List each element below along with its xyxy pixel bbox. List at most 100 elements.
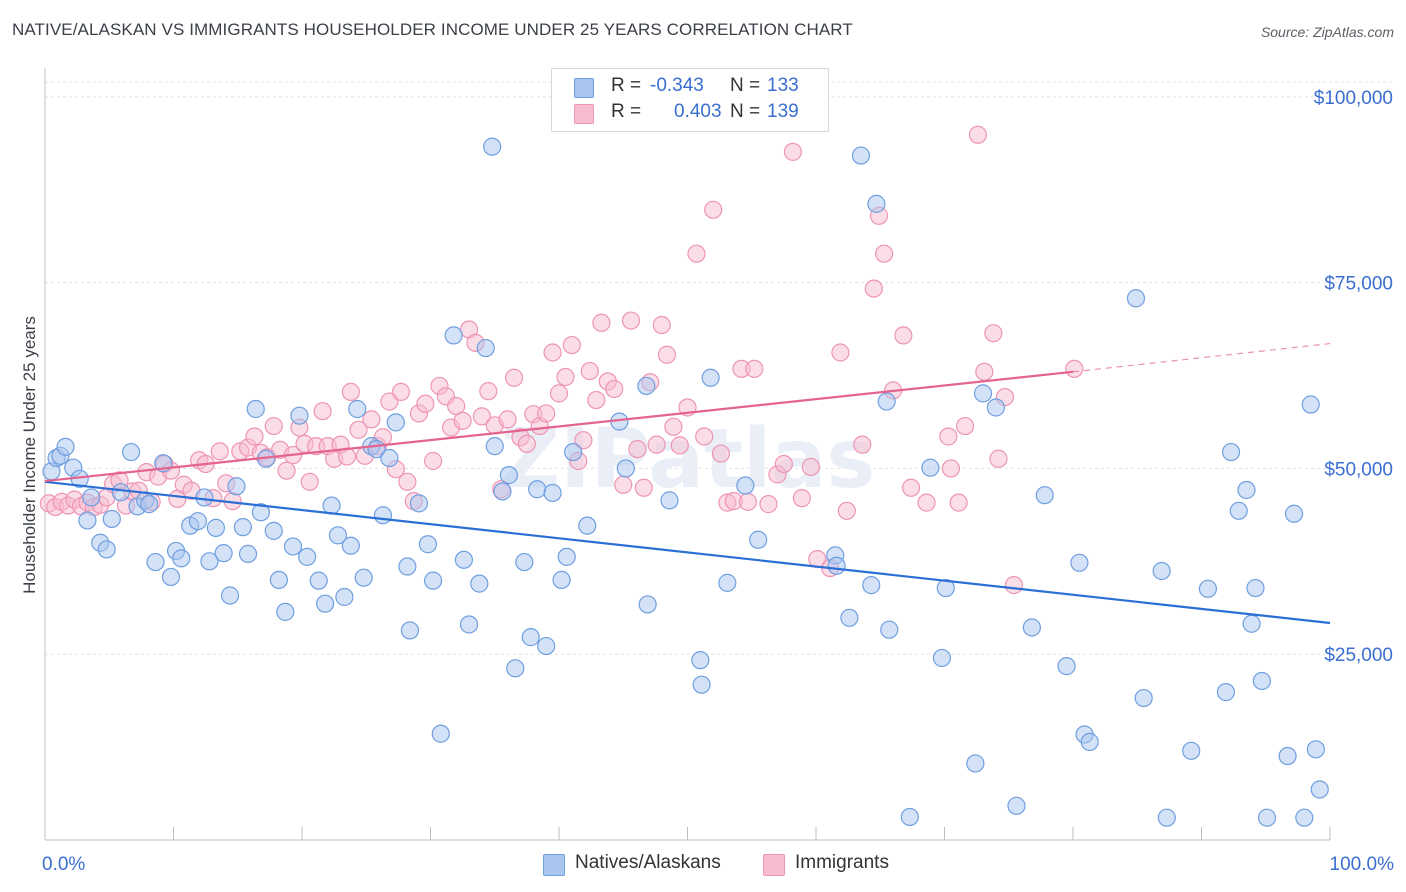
immigrants-point xyxy=(652,315,671,335)
natives-n-value: 133 xyxy=(767,75,799,96)
immigrants-r-value: 0.403 xyxy=(674,101,722,122)
natives-point xyxy=(290,406,309,425)
natives-point xyxy=(1157,808,1176,827)
immigrants-point xyxy=(774,454,793,474)
natives-point xyxy=(515,552,534,572)
trend-lines xyxy=(44,342,1331,625)
legend-n-label: N = xyxy=(730,75,761,96)
x-tick-label-max: 100.0% xyxy=(1330,854,1395,875)
immigrants-point xyxy=(875,244,894,263)
immigrants-trend-extension xyxy=(1072,342,1331,373)
natives-point xyxy=(1182,741,1201,760)
immigrants-point xyxy=(479,382,498,401)
immigrants-point xyxy=(695,427,714,446)
chart-title: NATIVE/ALASKAN VS IMMIGRANTS HOUSEHOLDER… xyxy=(12,20,853,39)
natives-point xyxy=(506,659,525,678)
natives-point xyxy=(264,521,283,540)
natives-point xyxy=(867,194,886,213)
immigrants-point xyxy=(605,379,624,399)
immigrants-point xyxy=(245,427,264,446)
natives-point xyxy=(188,512,208,531)
x-tick-label-min: 0.0% xyxy=(42,854,85,875)
natives-r-value: -0.343 xyxy=(650,75,704,96)
legend-r-label: R = xyxy=(611,75,642,96)
natives-point xyxy=(851,146,871,165)
natives-point xyxy=(537,636,556,656)
immigrants-point xyxy=(968,125,988,144)
immigrants-point xyxy=(587,390,606,410)
natives-point xyxy=(827,556,846,575)
natives-legend-label: Natives/Alaskans xyxy=(575,852,721,873)
natives-point xyxy=(386,413,405,432)
correlation-legend: R = -0.343 N = 133 R = 0.403 N = 139 xyxy=(551,68,829,132)
immigrants-point xyxy=(574,431,593,450)
natives-point xyxy=(877,392,896,411)
immigrants-point xyxy=(647,435,666,454)
natives-point xyxy=(139,495,159,514)
natives-point xyxy=(283,537,303,556)
y-tick-label: $50,000 xyxy=(1324,459,1393,480)
natives-point xyxy=(966,754,985,773)
natives-point xyxy=(1246,578,1265,598)
immigrants-point xyxy=(498,410,517,429)
immigrants-point xyxy=(549,384,569,403)
natives-point xyxy=(1198,579,1218,598)
immigrants-point xyxy=(543,343,562,362)
immigrants-point xyxy=(955,416,975,436)
legend-n-label: N = xyxy=(730,101,761,122)
natives-point xyxy=(1237,480,1256,500)
natives-point xyxy=(206,518,226,537)
natives-point xyxy=(692,675,711,694)
immigrants-legend-swatch xyxy=(763,854,785,876)
source-label: Source: ZipAtlas.com xyxy=(1260,24,1394,40)
natives-point xyxy=(660,491,679,510)
natives-point xyxy=(409,494,429,513)
natives-point xyxy=(973,384,993,403)
natives-point xyxy=(862,576,881,595)
natives-point xyxy=(373,506,393,525)
natives-point xyxy=(564,442,583,462)
gridlines xyxy=(45,81,1394,655)
immigrants-point xyxy=(562,335,581,355)
immigrants-point xyxy=(621,311,641,330)
immigrants-point xyxy=(984,324,1003,343)
natives-point xyxy=(528,480,547,499)
immigrants-point xyxy=(264,416,283,436)
natives-point xyxy=(1284,504,1304,523)
natives-point xyxy=(616,459,635,478)
immigrants-point xyxy=(783,142,802,161)
natives-point xyxy=(483,137,502,156)
natives-point xyxy=(1152,561,1171,581)
immigrants-point xyxy=(853,435,872,454)
immigrants-point xyxy=(939,427,958,446)
natives-point xyxy=(718,573,737,592)
natives-point xyxy=(543,483,562,503)
natives-point xyxy=(459,615,479,634)
natives-point xyxy=(1310,780,1329,799)
natives-point xyxy=(121,442,141,462)
natives-point xyxy=(638,595,657,614)
immigrants-point xyxy=(628,440,647,459)
immigrants-point xyxy=(341,382,360,401)
immigrants-point xyxy=(556,367,575,387)
immigrants-point xyxy=(398,472,417,491)
natives-point xyxy=(172,549,191,568)
immigrants-point xyxy=(210,442,229,461)
immigrants-point xyxy=(837,501,856,520)
natives-point xyxy=(485,437,504,456)
immigrants-point xyxy=(949,493,968,512)
natives-point xyxy=(102,509,121,529)
natives-point xyxy=(78,511,97,530)
immigrants-n-value: 139 xyxy=(767,101,799,122)
immigrants-point xyxy=(391,382,411,401)
natives-point xyxy=(111,483,130,502)
immigrants-point xyxy=(634,478,653,497)
natives-point xyxy=(276,602,295,621)
natives-swatch xyxy=(574,78,594,98)
natives-point xyxy=(1278,746,1297,766)
immigrants-point xyxy=(864,279,883,298)
y-tick-label: $75,000 xyxy=(1324,274,1393,295)
natives-point xyxy=(499,466,518,485)
natives-point xyxy=(214,544,233,563)
